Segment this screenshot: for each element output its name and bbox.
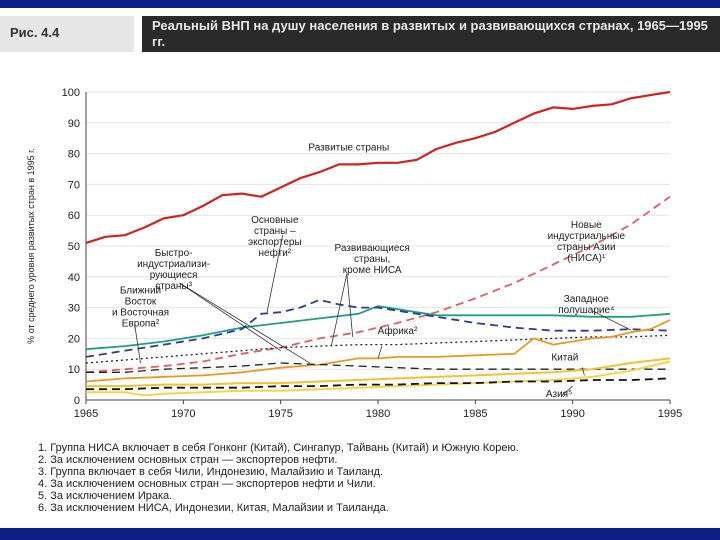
chart-callout-lines [134,235,632,397]
bottom-accent-bar [0,528,720,540]
y-tick-label: 30 [68,303,80,315]
y-tick-label: 60 [68,210,80,222]
series-line-5 [85,319,671,383]
annotation-line: страны³ [155,281,192,292]
y-tick-label: 40 [68,272,80,284]
y-tick-label: 100 [62,87,80,99]
annotation-line: Развивающиеся [334,243,409,254]
x-tick-label: 1975 [268,408,292,420]
annotation-line: Азия⁵ [546,389,572,400]
series-line-2 [85,305,671,351]
annotation-line: и Восточная [112,307,169,318]
callout-line [266,235,284,313]
footnote-3: 3. Группа включает в себя Чили, Индонези… [38,466,384,478]
y-axis-label: % от среднего уровня развитых стран в 19… [26,148,36,344]
annotation-7: Африка² [378,325,418,337]
chart-axes: 0 10 20 30 40 50 60 70 80 90 100 1965 1970 1975 1980 19… [62,87,683,420]
annotation-line: индустриальные [548,231,626,242]
callout-line [179,282,281,352]
footnote-1: 1. Группа НИСА включает в себя Гонконг (… [38,442,519,454]
top-accent-bar [0,0,720,8]
footnote-5: 5. За исключением Ирака. [38,490,173,502]
series-line-7 [86,357,671,388]
annotation-line: Восток [125,296,157,307]
annotation-line: Западное [564,294,609,305]
annotation-2: Основные страны – экспортеры нефти² [248,215,302,259]
callout-line [377,345,383,359]
series-line-1 [85,195,671,374]
series-line-0 [85,90,671,244]
chart-title: Реальный ВНП на душу населения в развиты… [152,18,708,49]
y-tick-label: 80 [68,149,80,161]
annotation-line: страны – [254,226,296,237]
line-chart: 0 10 20 30 40 50 60 70 80 90 100 1965 1970 1975 1980 19… [26,87,683,420]
x-tick-label: 1990 [560,408,584,420]
x-tick-label: 1995 [658,408,682,420]
footnote-4: 4. За исключением основных стран — экспо… [38,478,376,490]
y-tick-label: 10 [68,364,80,376]
chart-series [85,90,671,397]
annotation-3: Быстро-индустриализи-рующиеся страны³ [137,248,210,292]
annotation-line: страны, [354,254,390,265]
series-line-8 [86,360,671,397]
callout-line [582,367,585,376]
annotation-line: Основные [251,215,299,226]
series-line-3 [85,299,671,358]
annotation-1: Новые индустриальные страны Азии (НИСА)¹ [548,220,626,264]
x-tick-label: 1980 [366,408,390,420]
annotation-line: Развитые страны [308,143,389,154]
annotation-line: Быстро- [155,248,193,259]
callout-line [179,282,311,364]
figure-label: Рис. 4.4 [10,25,60,40]
y-tick-label: 50 [68,241,80,253]
figure-label-box: Рис. 4.4 [0,16,134,52]
y-tick-label: 70 [68,179,80,191]
y-tick-label: 90 [68,118,80,130]
annotation-line: рующиеся [150,270,198,281]
annotation-line: Ближний [120,285,161,296]
annotation-line: (НИСА)¹ [567,253,606,264]
annotation-line: страны Азии [557,242,616,253]
x-tick-label: 1970 [171,408,195,420]
series-line-9 [86,377,671,391]
annotation-4: Развивающиеся страны, кроме НИСА [334,243,409,276]
series-line-6 [86,362,670,373]
annotation-line: индустриализи- [137,259,210,270]
annotation-line: Африка² [378,325,418,337]
annotation-line: полушарие⁴ [558,305,614,316]
annotation-9: Азия⁵ [546,389,572,400]
callout-line [560,385,573,397]
callout-line [346,273,354,337]
annotation-line: Новые [571,220,602,231]
title-box: Реальный ВНП на душу населения в развиты… [142,16,720,52]
y-tick-label: 20 [68,333,80,345]
annotation-5: Ближний Восток и Восточная Европа² [112,285,169,329]
annotation-0: Развитые страны [308,143,389,154]
callout-line [591,310,632,331]
footnote-2: 2. За исключением основных стран — экспо… [38,454,338,466]
x-tick-label: 1965 [74,408,98,420]
annotation-6: Западное полушарие⁴ [558,294,614,316]
footnote-6: 6. За исключением НИСА, Индонезии, Китая… [38,502,389,514]
x-tick-label: 1985 [463,408,487,420]
footnotes: 1. Группа НИСА включает в себя Гонконг (… [38,442,698,514]
annotation-line: Европа² [122,318,160,329]
annotation-line: кроме НИСА [343,265,402,276]
callout-line [330,273,348,347]
annotation-line: нефти² [259,247,292,259]
callout-line [134,324,141,364]
annotation-line: экспортеры [248,237,302,248]
annotation-line: Китай [551,353,578,364]
annotation-8: Китай [551,353,578,364]
y-tick-label: 0 [74,395,80,407]
